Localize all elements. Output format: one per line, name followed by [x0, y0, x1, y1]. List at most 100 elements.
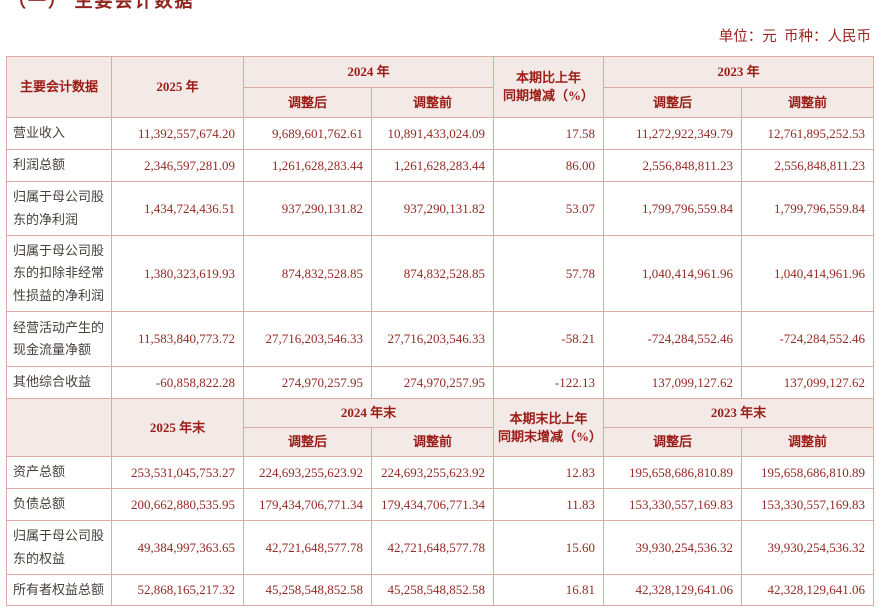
value-yoy-change: 53.07 [493, 181, 605, 236]
value-2024-pre-adjust: 27,716,203,546.33 [370, 311, 495, 368]
table-row-equity-parent: 归属于母公司股东的权益 49,384,997,363.65 42,721,648… [6, 520, 875, 576]
value-2025-end: 253,531,045,753.27 [111, 456, 244, 490]
value-2025: -60,858,822.28 [111, 366, 244, 400]
value-yoy-change: -122.13 [493, 366, 605, 400]
col-header-2024-end: 2024 年末 [242, 398, 495, 429]
value-2024-end-adjusted: 42,721,648,577.78 [243, 520, 372, 576]
value-2023-end-adjusted: 42,328,129,641.06 [603, 574, 743, 607]
col-header-2023-end-pre-adjust: 调整前 [741, 427, 875, 458]
value-2024-pre-adjust: 937,290,131.82 [370, 181, 495, 236]
value-end-yoy-change: 15.60 [493, 520, 605, 576]
value-2024-pre-adjust: 874,832,528.85 [370, 234, 495, 313]
row-label: 营业收入 [6, 117, 112, 150]
value-2023-pre-adjust: 2,556,848,811.23 [741, 149, 875, 182]
value-2023-pre-adjust: 1,799,796,559.84 [741, 181, 875, 236]
value-2025: 11,583,840,773.72 [111, 311, 244, 368]
value-2024-end-adjusted: 179,434,706,771.34 [243, 488, 372, 522]
balance-header-row-1: 2025 年末 2024 年末 本期末比上年 同期末增减（%） 2023 年末 [6, 398, 875, 458]
row-label: 归属于母公司股东的净利润 [6, 181, 112, 236]
value-yoy-change: -58.21 [493, 311, 605, 368]
value-2023-adjusted: 11,272,922,349.79 [603, 117, 743, 150]
unit-currency-note: 单位：元 币种：人民币 [718, 29, 871, 45]
value-2025-end: 49,384,997,363.65 [111, 520, 244, 576]
col-header-2024: 2024 年 [242, 56, 495, 88]
col-header-2023-end: 2023 年末 [603, 398, 875, 429]
row-label: 负债总额 [6, 488, 112, 522]
table-row-net-profit-parent: 归属于母公司股东的净利润 1,434,724,436.51 937,290,13… [6, 181, 875, 236]
col-header-2024-end-adjusted: 调整后 [243, 427, 372, 458]
value-2024-pre-adjust: 10,891,433,024.09 [370, 117, 495, 150]
col-header-end-yoy-change: 本期末比上年 同期末增减（%） [493, 398, 605, 458]
col-header-2023-pre-adjust: 调整前 [741, 87, 875, 118]
col-header-yoy-change: 本期比上年 同期增减（%） [493, 56, 605, 118]
table-row-total-profit: 利润总额 2,346,597,281.09 1,261,628,283.44 1… [6, 149, 875, 182]
value-2025: 11,392,557,674.20 [111, 117, 244, 150]
table-row-total-liabilities: 负债总额 200,662,880,535.95 179,434,706,771.… [6, 488, 875, 522]
value-end-yoy-change: 11.83 [493, 488, 605, 522]
row-label: 资产总额 [6, 456, 112, 490]
section-title-clip: （一） 主要会计数据 [6, 0, 873, 10]
col-header-label-blank [6, 398, 112, 458]
value-2023-end-adjusted: 153,330,557,169.83 [603, 488, 743, 522]
col-header-2024-end-pre-adjust: 调整前 [370, 427, 495, 458]
value-2024-end-pre-adjust: 224,693,255,623.92 [370, 456, 495, 490]
balance-header-row-2: 调整后 调整前 调整后 调整前 [7, 427, 875, 458]
value-2024-adjusted: 874,832,528.85 [243, 234, 372, 313]
value-2023-adjusted: 137,099,127.62 [603, 366, 743, 400]
row-label: 经营活动产生的现金流量净额 [6, 311, 112, 368]
col-header-label: 主要会计数据 [6, 56, 112, 118]
value-2023-end-pre-adjust: 153,330,557,169.83 [741, 488, 875, 522]
value-2024-adjusted: 1,261,628,283.44 [243, 149, 372, 182]
value-2025-end: 200,662,880,535.95 [111, 488, 244, 522]
col-header-2025: 2025 年 [111, 56, 244, 118]
value-2024-end-pre-adjust: 42,721,648,577.78 [370, 520, 495, 576]
value-2025: 2,346,597,281.09 [111, 149, 244, 182]
col-header-2023: 2023 年 [603, 56, 875, 88]
table-row-total-owners-equity: 所有者权益总额 52,868,165,217.32 45,258,548,852… [6, 574, 875, 607]
value-2023-adjusted: 2,556,848,811.23 [603, 149, 743, 182]
value-2023-end-adjusted: 39,930,254,536.32 [603, 520, 743, 576]
value-yoy-change: 57.78 [493, 234, 605, 313]
income-header-row-2: 调整后 调整前 调整后 调整前 [7, 87, 875, 118]
value-2023-end-pre-adjust: 42,328,129,641.06 [741, 574, 875, 607]
value-2024-pre-adjust: 1,261,628,283.44 [370, 149, 495, 182]
col-header-2025-end: 2025 年末 [111, 398, 244, 458]
value-2025: 1,380,323,619.93 [111, 234, 244, 313]
col-header-2023-end-adjusted: 调整后 [603, 427, 743, 458]
value-2023-pre-adjust: 137,099,127.62 [741, 366, 875, 400]
value-2023-adjusted: 1,040,414,961.96 [603, 234, 743, 313]
value-yoy-change: 17.58 [493, 117, 605, 150]
value-2023-end-pre-adjust: 195,658,686,810.89 [741, 456, 875, 490]
value-2024-adjusted: 9,689,601,762.61 [243, 117, 372, 150]
row-label: 所有者权益总额 [6, 574, 112, 607]
row-label: 归属于母公司股东的权益 [6, 520, 112, 576]
value-end-yoy-change: 16.81 [493, 574, 605, 607]
value-2024-adjusted: 274,970,257.95 [243, 366, 372, 400]
table-row-net-profit-deducted: 归属于母公司股东的扣除非经常性损益的净利润 1,380,323,619.93 8… [6, 234, 875, 313]
value-2024-end-adjusted: 224,693,255,623.92 [243, 456, 372, 490]
value-2024-end-adjusted: 45,258,548,852.58 [243, 574, 372, 607]
row-label: 其他综合收益 [6, 366, 112, 400]
section-title: （一） 主要会计数据 [8, 0, 195, 10]
value-2023-adjusted: 1,799,796,559.84 [603, 181, 743, 236]
value-2025-end: 52,868,165,217.32 [111, 574, 244, 607]
income-header-row-1: 主要会计数据 2025 年 2024 年 本期比上年 同期增减（%） 2023 … [6, 56, 875, 118]
value-2023-pre-adjust: -724,284,552.46 [741, 311, 875, 368]
value-2024-end-pre-adjust: 179,434,706,771.34 [370, 488, 495, 522]
key-accounting-data-table: 主要会计数据 2025 年 2024 年 本期比上年 同期增减（%） 2023 … [6, 56, 875, 607]
value-2025: 1,434,724,436.51 [111, 181, 244, 236]
value-2023-end-adjusted: 195,658,686,810.89 [603, 456, 743, 490]
value-2023-adjusted: -724,284,552.46 [603, 311, 743, 368]
table-row-operating-cash-flow: 经营活动产生的现金流量净额 11,583,840,773.72 27,716,2… [6, 311, 875, 368]
value-2023-pre-adjust: 1,040,414,961.96 [741, 234, 875, 313]
value-end-yoy-change: 12.83 [493, 456, 605, 490]
value-2024-adjusted: 937,290,131.82 [243, 181, 372, 236]
col-header-2024-adjusted: 调整后 [243, 87, 372, 118]
table-row-revenue: 营业收入 11,392,557,674.20 9,689,601,762.61 … [6, 117, 875, 150]
value-2023-pre-adjust: 12,761,895,252.53 [741, 117, 875, 150]
value-yoy-change: 86.00 [493, 149, 605, 182]
row-label: 归属于母公司股东的扣除非经常性损益的净利润 [6, 234, 112, 313]
value-2023-end-pre-adjust: 39,930,254,536.32 [741, 520, 875, 576]
value-2024-adjusted: 27,716,203,546.33 [243, 311, 372, 368]
